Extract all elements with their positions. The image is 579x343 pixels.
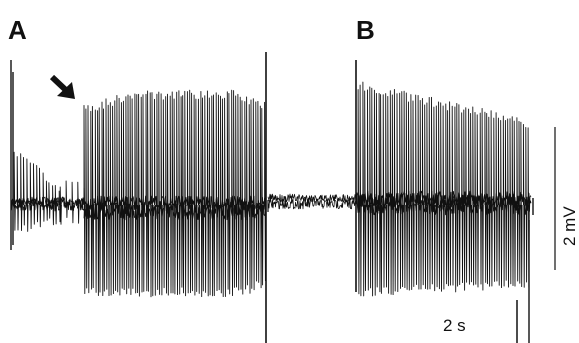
arrow-down-right-icon <box>49 74 75 99</box>
panel-label-a: A <box>8 15 27 45</box>
trace-panel-a <box>10 52 267 343</box>
trace-transition <box>267 193 357 212</box>
time-scale-label: 2 s <box>443 316 466 335</box>
trace-panel-b <box>355 60 534 343</box>
panel-label-b: B <box>356 15 375 45</box>
voltage-scale-label: 2 mV <box>560 206 579 246</box>
